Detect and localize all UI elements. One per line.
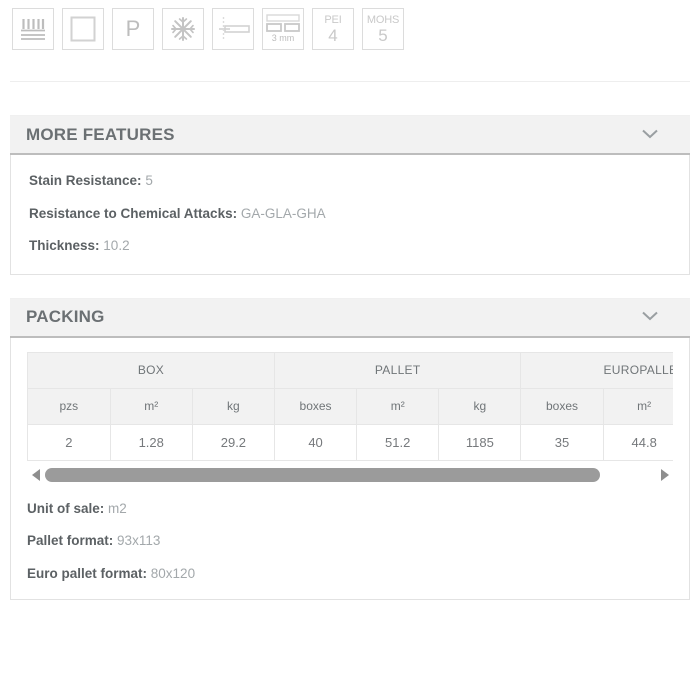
porcelain-p-icon: P xyxy=(112,8,154,50)
spec-row: Euro pallet format: 80x120 xyxy=(27,564,673,584)
pei-rating-title: PEI xyxy=(324,13,342,26)
spec-label: Stain Resistance: xyxy=(29,173,142,188)
scroll-right-arrow-icon[interactable] xyxy=(655,468,673,481)
packing-title: PACKING xyxy=(26,307,105,327)
chevron-down-icon[interactable] xyxy=(642,308,658,326)
packing-cell: 1185 xyxy=(438,424,522,461)
packing-spec-list: Unit of sale: m2 Pallet format: 93x113 E… xyxy=(27,499,673,584)
more-features-section: MORE FEATURES Stain Resistance: 5 Resist… xyxy=(10,115,690,275)
feature-icon-strip: P xyxy=(0,0,700,50)
scrollbar-thumb[interactable] xyxy=(45,467,601,482)
more-features-body: Stain Resistance: 5 Resistance to Chemic… xyxy=(10,155,690,275)
spec-label: Unit of sale: xyxy=(27,500,105,516)
square-tile-icon xyxy=(62,8,104,50)
rectified-edge-icon xyxy=(12,8,54,50)
spec-value: 5 xyxy=(145,173,153,188)
spec-row: Stain Resistance: 5 xyxy=(29,171,671,191)
packing-table: BOX PALLET EUROPALLET pzs m² kg boxes m²… xyxy=(28,352,673,461)
spec-row: Unit of sale: m2 xyxy=(27,499,673,519)
packing-group-box: BOX xyxy=(28,352,275,389)
scrollbar-track[interactable] xyxy=(45,467,655,482)
packing-cell: 44.8 xyxy=(603,424,673,461)
mohs-rating-value: 5 xyxy=(378,25,388,45)
packing-cell: 2 xyxy=(28,424,111,461)
packing-group-europallet: EUROPALLET xyxy=(520,352,673,389)
packing-unit-header: kg xyxy=(192,388,275,425)
scroll-left-arrow-icon[interactable] xyxy=(27,468,45,481)
packing-unit-header: m² xyxy=(603,388,673,425)
packing-cell: 40 xyxy=(274,424,358,461)
packing-unit-header: pzs xyxy=(28,388,111,425)
porcelain-p-label: P xyxy=(125,16,141,41)
spec-label: Thickness: xyxy=(29,238,100,254)
spec-label: Euro pallet format: xyxy=(27,565,148,581)
spec-label: Resistance to Chemical Attacks: xyxy=(29,205,238,221)
packing-table-group-header-row: BOX PALLET EUROPALLET xyxy=(28,352,673,389)
pei-rating-value: 4 xyxy=(328,25,338,45)
packing-body: BOX PALLET EUROPALLET pzs m² kg boxes m²… xyxy=(10,337,690,601)
spec-value: 10.2 xyxy=(103,238,130,254)
packing-unit-header: m² xyxy=(356,388,440,425)
spec-row: Pallet format: 93x113 xyxy=(27,531,673,551)
spec-value: 93x113 xyxy=(117,533,161,549)
packing-cell: 1.28 xyxy=(110,424,193,461)
frost-resistant-snowflake-icon xyxy=(162,8,204,50)
packing-table-unit-header-row: pzs m² kg boxes m² kg boxes m² kg xyxy=(28,388,673,425)
chevron-down-icon[interactable] xyxy=(642,126,658,144)
packing-unit-header: boxes xyxy=(520,388,604,425)
more-features-spec-list: Stain Resistance: 5 Resistance to Chemic… xyxy=(11,155,689,274)
packing-unit-header: m² xyxy=(110,388,193,425)
packing-table-horizontal-scrollbar[interactable] xyxy=(27,465,673,485)
mohs-rating-title: MOHS xyxy=(366,13,400,26)
spec-value: GA-GLA-GHA xyxy=(240,205,326,221)
spec-row: Thickness: 10.2 xyxy=(29,236,671,256)
packing-unit-header: boxes xyxy=(274,388,358,425)
pei-rating-icon: PEI 4 xyxy=(312,8,354,50)
tile-thickness-icon xyxy=(212,8,254,50)
packing-cell: 51.2 xyxy=(356,424,440,461)
packing-section: PACKING BOX PALLET EUROPALLET xyxy=(10,297,690,601)
packing-cell: 35 xyxy=(520,424,604,461)
packing-table-viewport: BOX PALLET EUROPALLET pzs m² kg boxes m²… xyxy=(27,351,673,461)
joint-width-label: 3 mm xyxy=(272,33,295,43)
mohs-rating-icon: MOHS 5 xyxy=(362,8,404,50)
table-row: 2 1.28 29.2 40 51.2 1185 35 44.8 1045 xyxy=(28,424,673,461)
section-divider xyxy=(10,81,690,82)
spec-value: 80x120 xyxy=(150,565,196,581)
joint-width-icon: 3 mm xyxy=(262,8,304,50)
spec-label: Pallet format: xyxy=(27,533,114,549)
packing-unit-header: kg xyxy=(438,388,522,425)
packing-cell: 29.2 xyxy=(192,424,275,461)
packing-header[interactable]: PACKING xyxy=(10,297,690,338)
more-features-header[interactable]: MORE FEATURES xyxy=(10,115,690,155)
spec-value: m2 xyxy=(108,500,127,516)
spec-row: Resistance to Chemical Attacks: GA-GLA-G… xyxy=(29,204,671,224)
packing-group-pallet: PALLET xyxy=(274,352,522,389)
more-features-title: MORE FEATURES xyxy=(26,124,175,144)
